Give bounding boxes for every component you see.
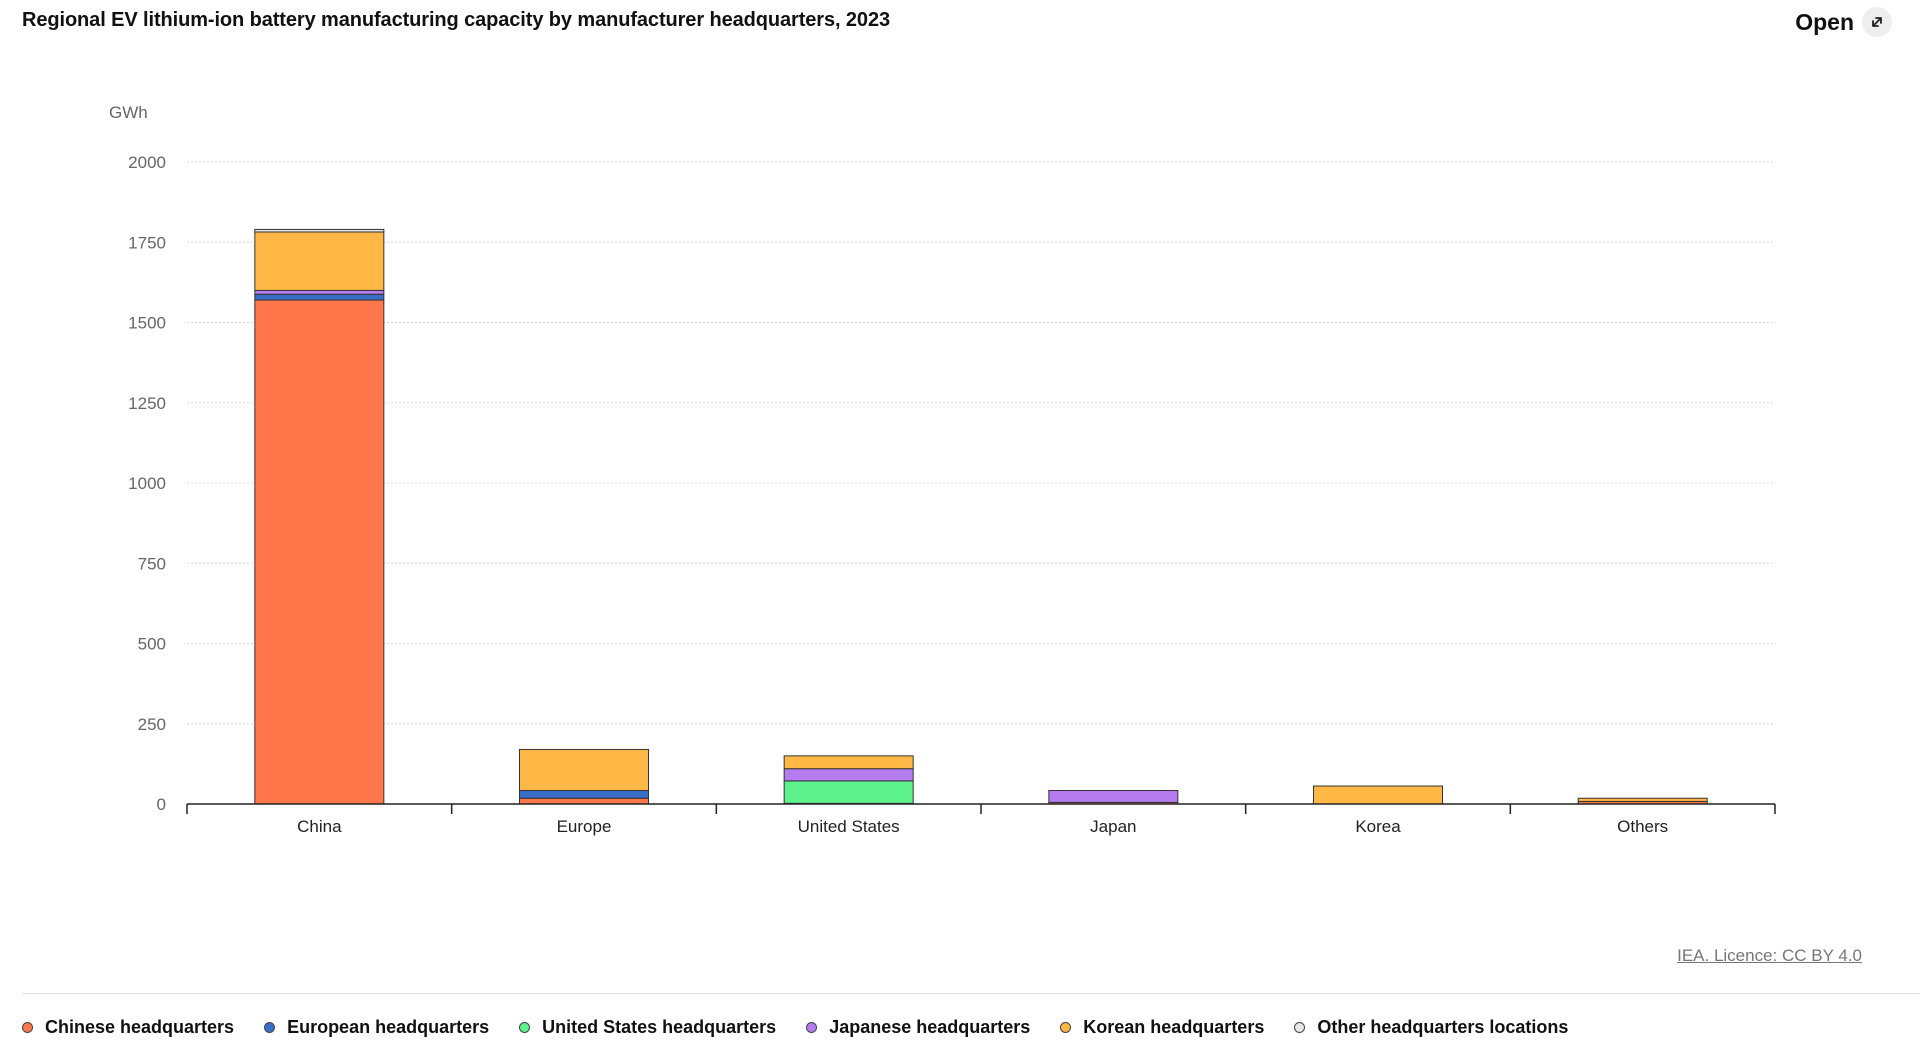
legend-item[interactable]: Korean headquarters bbox=[1060, 1017, 1264, 1038]
legend-item[interactable]: United States headquarters bbox=[519, 1017, 776, 1038]
legend-label: United States headquarters bbox=[542, 1017, 777, 1037]
legend-label: Japanese headquarters bbox=[829, 1017, 1031, 1037]
legend-item[interactable]: Other headquarters locations bbox=[1294, 1017, 1568, 1038]
y-tick-label: 2000 bbox=[128, 153, 166, 172]
bar-stack-europe[interactable] bbox=[519, 748, 649, 805]
stacked-bar-chart: GWh 0 250 500 750 1000 1250 1500 1750 2000 China… bbox=[109, 103, 1776, 836]
y-axis-unit: GWh bbox=[109, 103, 148, 122]
y-tick-label: 1500 bbox=[128, 314, 166, 333]
chart-title: Regional EV lithium-ion battery manufact… bbox=[22, 9, 890, 31]
legend-item[interactable]: Chinese headquarters bbox=[22, 1017, 234, 1038]
open-button[interactable]: Open bbox=[1795, 6, 1892, 38]
bar-segment[interactable] bbox=[254, 293, 385, 301]
legend-label: Korean headquarters bbox=[1083, 1017, 1265, 1037]
x-axis: China Europe United States Japan Korea Others bbox=[186, 803, 1776, 836]
bar-segment[interactable] bbox=[783, 768, 914, 782]
bar-segment[interactable] bbox=[519, 748, 649, 792]
y-tick-label: 750 bbox=[138, 554, 166, 573]
grid-lines bbox=[187, 161, 1775, 725]
source-licence-link[interactable]: IEA. Licence: CC BY 4.0 bbox=[1677, 946, 1862, 965]
bar-segment[interactable] bbox=[519, 790, 649, 799]
legend-divider bbox=[22, 993, 1920, 994]
bar-segment[interactable] bbox=[254, 289, 385, 295]
expand-icon bbox=[1862, 7, 1892, 37]
bar-stack-korea[interactable] bbox=[1313, 785, 1443, 805]
bar-segment[interactable] bbox=[783, 755, 914, 770]
y-tick-label: 500 bbox=[138, 635, 166, 654]
legend-swatch-icon bbox=[264, 1022, 276, 1033]
y-axis-ticks: 0 250 500 750 1000 1250 1500 1750 2000 bbox=[128, 153, 166, 814]
legend-swatch-icon bbox=[1060, 1022, 1072, 1033]
legend: Chinese headquarters European headquarter… bbox=[22, 1017, 1568, 1038]
legend-swatch-icon bbox=[1294, 1022, 1306, 1033]
y-tick-label: 1250 bbox=[128, 394, 166, 413]
legend-label: Other headquarters locations bbox=[1317, 1017, 1569, 1037]
bar-stack-united-states[interactable] bbox=[783, 755, 914, 805]
legend-item[interactable]: European headquarters bbox=[264, 1017, 489, 1038]
y-tick-label: 1000 bbox=[128, 474, 166, 493]
bar-stack-others[interactable] bbox=[1577, 797, 1708, 805]
bars bbox=[254, 228, 1708, 805]
legend-swatch-icon bbox=[806, 1022, 818, 1033]
bar-segment[interactable] bbox=[254, 228, 385, 233]
y-tick-label: 250 bbox=[138, 715, 166, 734]
legend-swatch-icon bbox=[22, 1022, 33, 1033]
legend-swatch-icon bbox=[519, 1022, 531, 1033]
y-tick-label: 0 bbox=[157, 795, 166, 814]
x-tick-label: Others bbox=[1617, 817, 1668, 836]
x-tick-label: Europe bbox=[557, 817, 612, 836]
bar-segment[interactable] bbox=[519, 797, 649, 805]
open-label: Open bbox=[1795, 8, 1854, 35]
legend-item[interactable]: Japanese headquarters bbox=[806, 1017, 1030, 1038]
bar-segment[interactable] bbox=[1048, 790, 1179, 803]
legend-label: Chinese headquarters bbox=[45, 1017, 235, 1037]
x-tick-label: Korea bbox=[1355, 817, 1401, 836]
bar-segment[interactable] bbox=[783, 780, 914, 804]
y-tick-label: 1750 bbox=[128, 233, 166, 252]
bar-stack-china[interactable] bbox=[254, 228, 385, 805]
bar-segment[interactable] bbox=[1313, 785, 1443, 805]
bar-segment[interactable] bbox=[254, 299, 385, 805]
bar-segment[interactable] bbox=[1577, 797, 1708, 802]
x-tick-label: Japan bbox=[1090, 817, 1136, 836]
x-tick-label: China bbox=[297, 817, 342, 836]
bar-segment[interactable] bbox=[254, 231, 385, 291]
legend-label: European headquarters bbox=[287, 1017, 490, 1037]
x-tick-label: United States bbox=[798, 817, 900, 836]
bar-stack-japan[interactable] bbox=[1048, 790, 1179, 805]
